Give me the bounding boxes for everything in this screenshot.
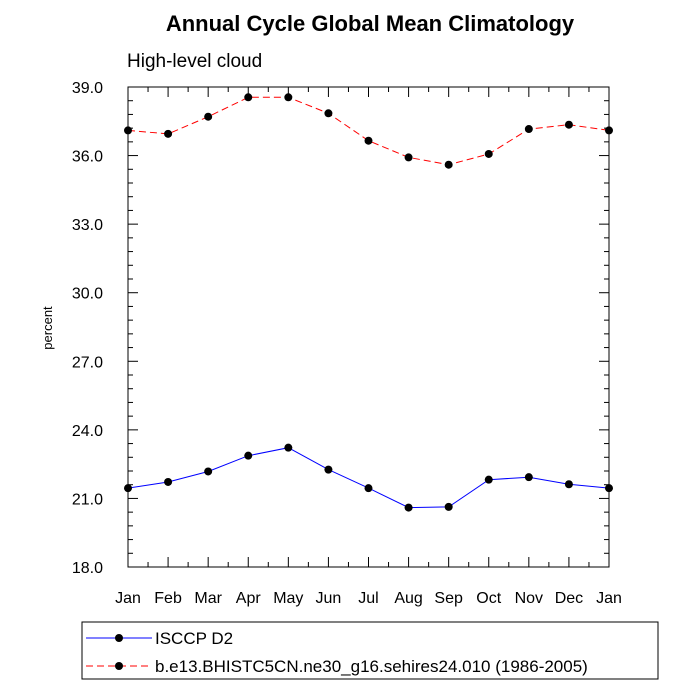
y-tick-label: 30.0 xyxy=(72,286,103,303)
series-2-point xyxy=(605,126,613,135)
x-tick-label: May xyxy=(273,590,303,607)
x-tick-label: Apr xyxy=(236,590,262,607)
series-1-point xyxy=(124,484,132,493)
x-tick-label: Jan xyxy=(115,590,141,607)
series-2-point xyxy=(404,153,413,162)
series-1-point xyxy=(605,484,613,493)
x-tick-label: Jun xyxy=(316,590,342,607)
y-tick-label: 18.0 xyxy=(72,560,103,577)
series-2-point xyxy=(204,112,213,121)
series-2-point xyxy=(524,125,533,134)
series-2-point xyxy=(284,93,293,102)
series-2-point xyxy=(244,93,253,102)
x-tick-label: Feb xyxy=(154,590,182,607)
x-tick-label: Nov xyxy=(515,590,543,607)
series-1-point xyxy=(484,475,493,484)
series-1-point xyxy=(524,473,533,482)
series-2-point xyxy=(164,129,173,138)
x-tick-label: Jul xyxy=(358,590,378,607)
plot-frame xyxy=(127,86,610,568)
series-1-point xyxy=(404,503,413,512)
chart-subtitle: High-level cloud xyxy=(127,51,262,72)
series-1-point xyxy=(444,502,453,511)
series-1-point xyxy=(164,477,173,486)
legend-label-2: b.e13.BHISTC5CN.ne30_g16.sehires24.010 (… xyxy=(155,657,588,676)
y-tick-label: 24.0 xyxy=(72,423,103,440)
x-tick-label: Jan xyxy=(596,590,622,607)
y-tick-label: 27.0 xyxy=(72,354,103,371)
legend-label-1: ISCCP D2 xyxy=(155,629,233,648)
series-1-point xyxy=(564,480,573,489)
legend-marker-2 xyxy=(115,662,123,670)
x-tick-label: Mar xyxy=(194,590,222,607)
legend-marker-1 xyxy=(115,634,123,642)
series-2-point xyxy=(444,160,453,169)
series-2-point xyxy=(484,149,493,158)
y-axis-label: percent xyxy=(40,306,55,350)
series-1-point xyxy=(204,467,213,476)
legend-box xyxy=(81,621,659,680)
series-1-point xyxy=(244,451,253,460)
series-1-line xyxy=(127,447,610,509)
series-2-line xyxy=(127,96,610,166)
x-tick-label: Oct xyxy=(476,590,501,607)
axis-ticks: Jan Feb Mar Apr May Jun Jul Aug Sep Oct Nov Dec Jan 1… xyxy=(72,80,622,607)
x-tick-label: Dec xyxy=(555,590,583,607)
y-tick-label: 39.0 xyxy=(72,80,103,97)
legend: ISCCP D2 b.e13.BHISTC5CN.ne30_g16.sehires… xyxy=(86,629,588,676)
series-2-point xyxy=(564,120,573,129)
series-1 xyxy=(124,443,613,512)
x-tick-label: Aug xyxy=(394,590,422,607)
series-2-point xyxy=(364,136,373,145)
series-1-point xyxy=(364,484,373,493)
series-1-point xyxy=(284,443,293,452)
y-tick-label: 36.0 xyxy=(72,149,103,166)
series-2 xyxy=(124,93,613,169)
series-2-point xyxy=(124,126,132,135)
y-tick-label: 21.0 xyxy=(72,491,103,508)
series-1-point xyxy=(324,465,333,474)
series-layer xyxy=(124,93,613,512)
x-tick-label: Sep xyxy=(434,590,463,607)
chart-title: Annual Cycle Global Mean Climatology xyxy=(166,11,575,36)
series-2-point xyxy=(324,109,333,118)
y-tick-label: 33.0 xyxy=(72,217,103,234)
